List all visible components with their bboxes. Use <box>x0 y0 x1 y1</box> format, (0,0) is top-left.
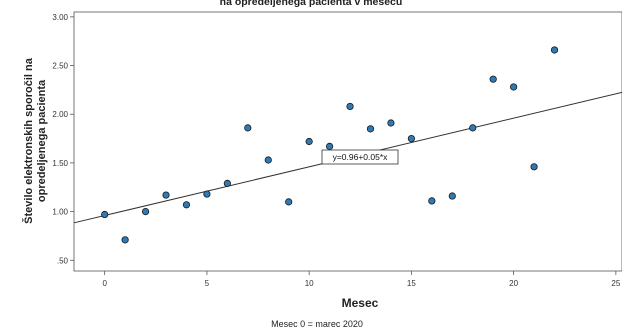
y-tick-label: 1.50 <box>52 159 68 168</box>
data-point-8 <box>265 157 271 163</box>
data-point-16 <box>429 198 435 204</box>
y-tick-label: 3.00 <box>52 13 68 22</box>
x-tick-label: 25 <box>611 279 620 288</box>
data-point-14 <box>388 120 394 126</box>
data-point-17 <box>449 193 455 199</box>
x-tick-label: 15 <box>407 279 416 288</box>
y-axis-title-line-1: Število elektronskih sporočil na <box>22 57 35 224</box>
data-point-9 <box>286 199 292 205</box>
data-point-6 <box>224 180 230 186</box>
x-tick-label: 0 <box>102 279 107 288</box>
y-tick-label: 1.00 <box>52 208 68 217</box>
y-tick-label: 2.00 <box>52 110 68 119</box>
data-point-2 <box>142 208 148 214</box>
data-point-18 <box>470 125 476 131</box>
data-points <box>101 47 557 243</box>
x-tick-label: 10 <box>305 279 314 288</box>
data-point-12 <box>347 103 353 109</box>
data-point-13 <box>367 126 373 132</box>
data-point-5 <box>204 191 210 197</box>
data-point-3 <box>163 192 169 198</box>
x-tick-label: 20 <box>509 279 518 288</box>
x-tick-label: 5 <box>205 279 210 288</box>
x-axis-ticks: 0 5 10 15 20 25 <box>102 271 620 288</box>
data-point-10 <box>306 138 312 144</box>
equation-label: y=0.96+0.05*x <box>322 150 398 164</box>
x-axis-note: Mesec 0 = marec 2020 <box>271 319 363 329</box>
y-axis-ticks: .50 1.00 1.50 2.00 2.50 3.00 <box>52 13 74 265</box>
data-point-22 <box>551 47 557 53</box>
y-tick-label: .50 <box>57 256 69 265</box>
y-axis-title-line-2: opredeljenega pacienta <box>36 79 48 202</box>
equation-text: y=0.96+0.05*x <box>333 152 389 162</box>
y-axis-title: Število elektronskih sporočil na opredel… <box>22 57 48 224</box>
data-point-15 <box>408 135 414 141</box>
data-point-11 <box>326 143 332 149</box>
y-tick-label: 2.50 <box>52 62 68 71</box>
data-point-4 <box>183 202 189 208</box>
data-point-0 <box>101 211 107 217</box>
plot-frame <box>74 12 622 271</box>
data-point-20 <box>510 84 516 90</box>
data-point-1 <box>122 237 128 243</box>
x-axis-title: Mesec <box>342 296 379 310</box>
data-point-7 <box>245 125 251 131</box>
data-point-19 <box>490 76 496 82</box>
data-point-21 <box>531 164 537 170</box>
chart-title: na opredeljenega pacienta v mesecu <box>220 0 403 8</box>
